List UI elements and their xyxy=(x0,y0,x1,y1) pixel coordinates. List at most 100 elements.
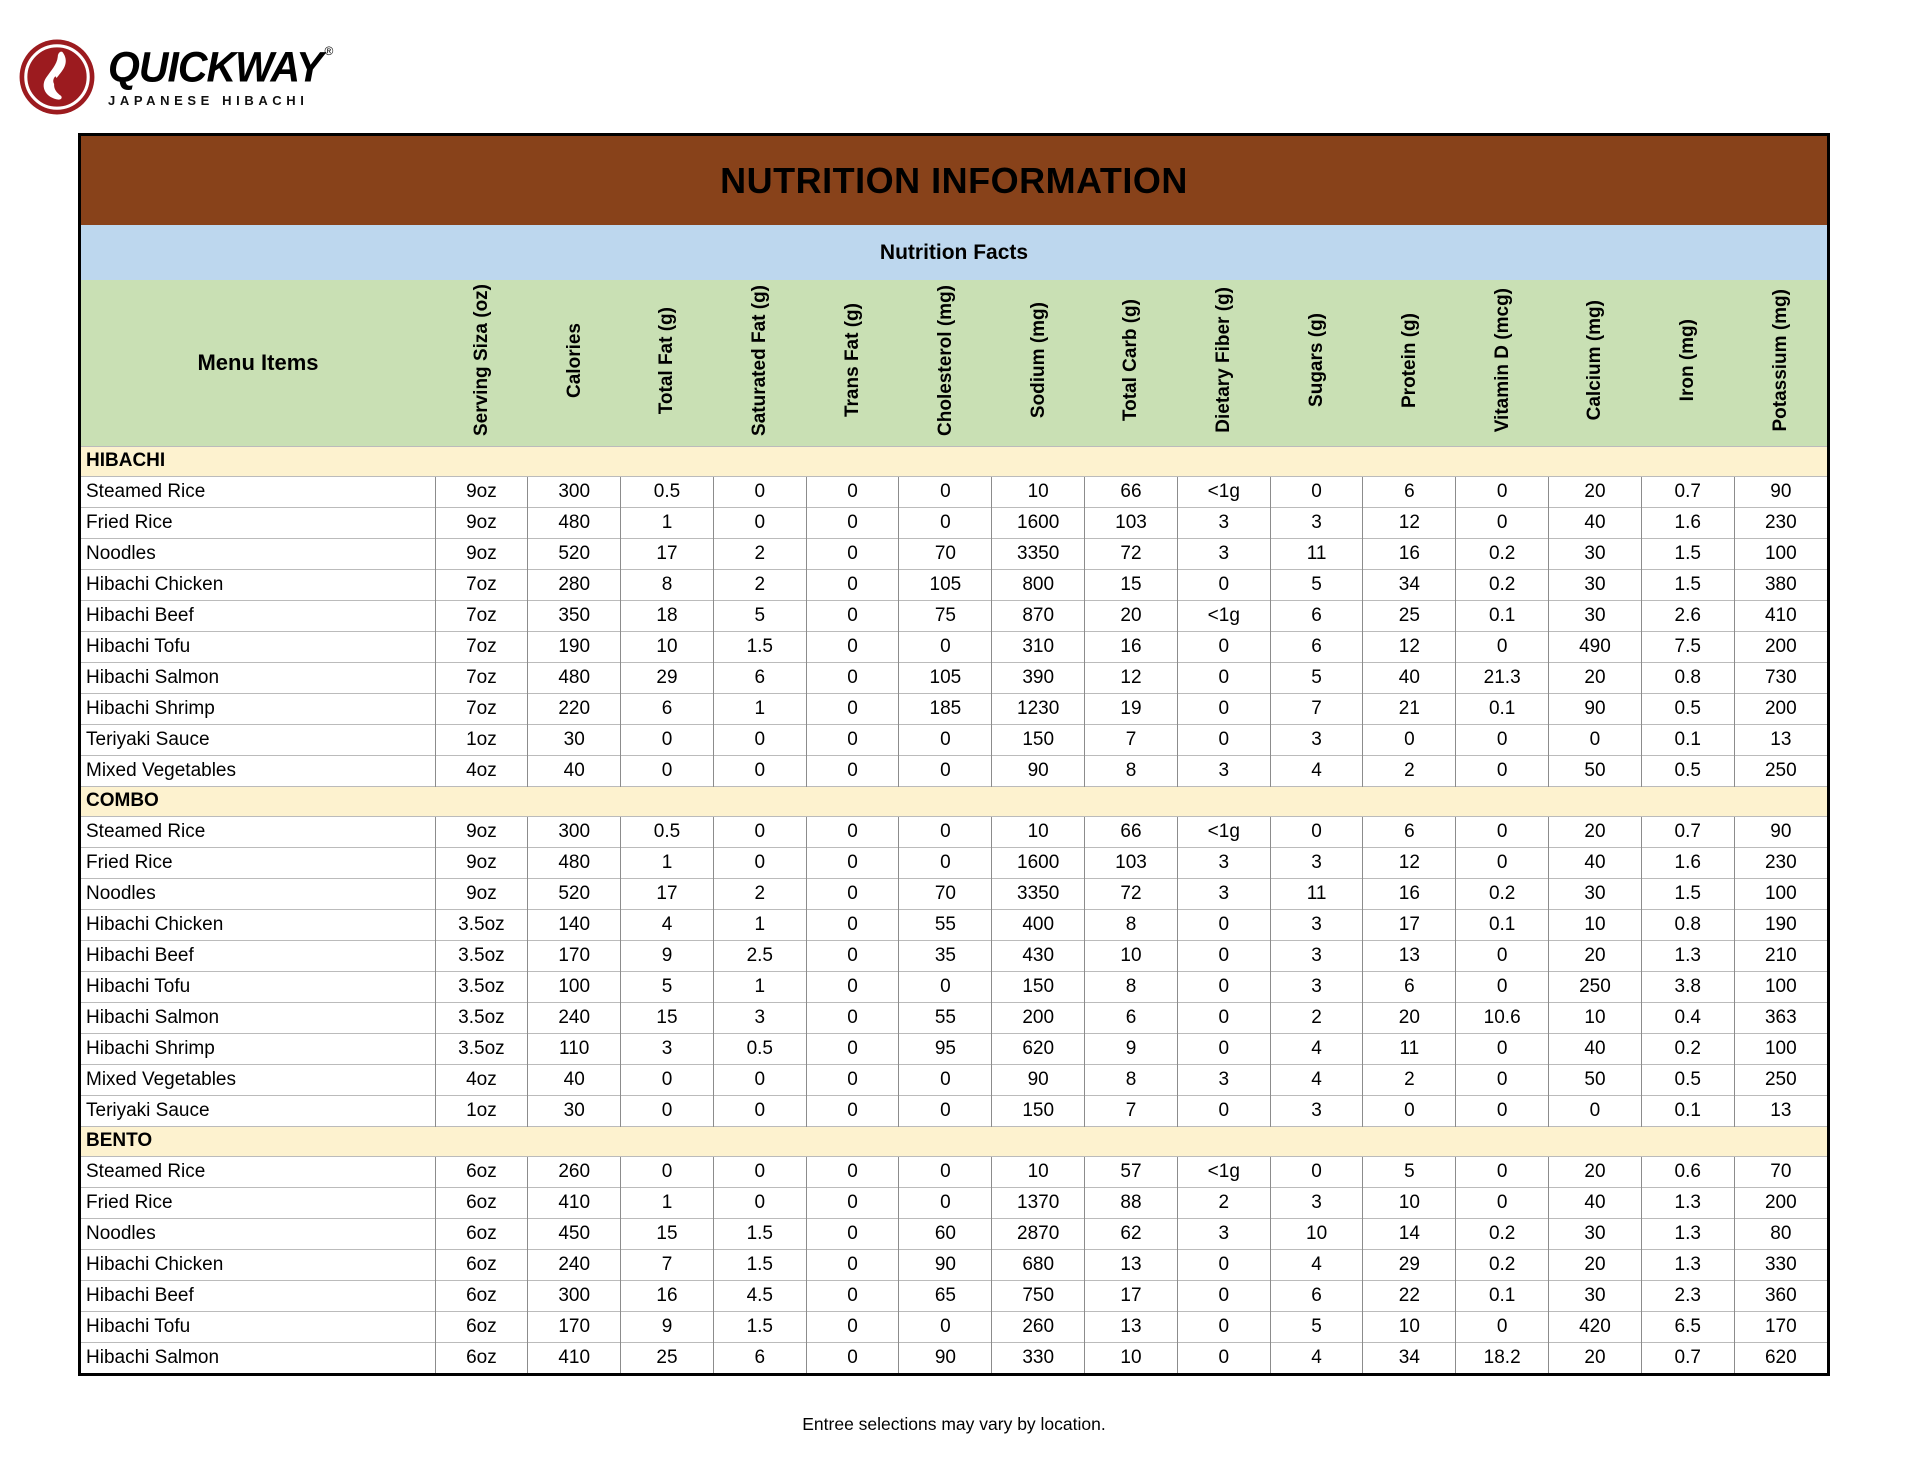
value-cell: 6oz xyxy=(434,1217,528,1249)
value-cell: 6 xyxy=(1084,1001,1178,1033)
value-cell: 4 xyxy=(1269,1063,1363,1095)
menu-item-cell: Hibachi Beef xyxy=(81,599,435,631)
value-cell: 103 xyxy=(1084,846,1178,878)
value-cell: 250 xyxy=(1733,1063,1827,1095)
value-cell: 0 xyxy=(805,1001,899,1033)
value-cell: 6oz xyxy=(434,1248,528,1280)
value-cell: 5 xyxy=(1269,661,1363,693)
menu-item-cell: Teriyaki Sauce xyxy=(81,1094,435,1126)
value-cell: 0 xyxy=(898,1155,992,1187)
page-title: NUTRITION INFORMATION xyxy=(720,159,1188,201)
value-cell: 2 xyxy=(1176,1186,1271,1218)
value-cell: 9oz xyxy=(434,475,528,507)
table-row: Hibachi Chicken 3.5oz 140 4 1 0 55 400 8 0 3 17 0.1 1… xyxy=(81,908,1827,940)
value-cell: 0.5 xyxy=(712,1032,807,1064)
value-cell: 390 xyxy=(991,661,1085,693)
value-cell: 25 xyxy=(1362,599,1456,631)
table-row: Teriyaki Sauce 1oz 30 0 0 0 0 150 7 0 3 0 0 0 0.1 13 xyxy=(81,723,1827,755)
logo-brand-text: QUICKWAY xyxy=(108,42,323,92)
value-cell: 30 xyxy=(1548,877,1642,909)
menu-item-cell: Hibachi Tofu xyxy=(81,1310,435,1342)
value-cell: 20 xyxy=(1362,1001,1456,1033)
value-cell: 250 xyxy=(1548,970,1642,1002)
value-cell: 90 xyxy=(898,1248,992,1280)
column-header: Sugars (g) xyxy=(1270,280,1363,446)
table-row: Hibachi Tofu 3.5oz 100 5 1 0 0 150 8 0 3 6 0 250 3.8 10… xyxy=(81,970,1827,1002)
value-cell: 620 xyxy=(1733,1341,1827,1373)
value-cell: 12 xyxy=(1362,846,1456,878)
table-body: HIBACHI Steamed Rice 9oz 300 0.5 0 0 0 10 66 <1g 0 6… xyxy=(81,445,1827,1373)
table-row: Teriyaki Sauce 1oz 30 0 0 0 0 150 7 0 3 0 0 0 0.1 13 xyxy=(81,1094,1827,1126)
value-cell: 3350 xyxy=(991,877,1085,909)
value-cell: 1600 xyxy=(991,846,1085,878)
value-cell: <1g xyxy=(1176,475,1271,507)
value-cell: 190 xyxy=(1733,908,1827,940)
value-cell: 16 xyxy=(620,1279,714,1311)
value-cell: 1.6 xyxy=(1640,506,1735,538)
table-row: Noodles 6oz 450 15 1.5 0 60 2870 62 3 10 14 0.2 30 1.3… xyxy=(81,1217,1827,1249)
value-cell: 40 xyxy=(1548,1186,1642,1218)
value-cell: 240 xyxy=(527,1248,621,1280)
menu-item-cell: Steamed Rice xyxy=(81,475,435,507)
value-cell: 0.7 xyxy=(1640,1341,1735,1373)
value-cell: 0 xyxy=(1548,723,1642,755)
value-cell: 6 xyxy=(1269,599,1363,631)
value-cell: 3.5oz xyxy=(434,1001,528,1033)
value-cell: 9oz xyxy=(434,877,528,909)
value-cell: 29 xyxy=(620,661,714,693)
value-cell: 0 xyxy=(1176,661,1271,693)
value-cell: 0 xyxy=(712,1063,807,1095)
value-cell: 21.3 xyxy=(1455,661,1549,693)
value-cell: 4 xyxy=(1269,1248,1363,1280)
value-cell: 100 xyxy=(527,970,621,1002)
menu-item-cell: Hibachi Salmon xyxy=(81,661,435,693)
menu-item-cell: Hibachi Shrimp xyxy=(81,1032,435,1064)
value-cell: 3 xyxy=(1176,537,1271,569)
value-cell: 30 xyxy=(1548,599,1642,631)
value-cell: 75 xyxy=(898,599,992,631)
menu-item-cell: Fried Rice xyxy=(81,506,435,538)
value-cell: 0 xyxy=(712,1155,807,1187)
value-cell: 750 xyxy=(991,1279,1085,1311)
value-cell: 0 xyxy=(1455,815,1549,847)
value-cell: 0 xyxy=(620,1063,714,1095)
value-cell: 100 xyxy=(1733,1032,1827,1064)
value-cell: 29 xyxy=(1362,1248,1456,1280)
value-cell: 620 xyxy=(991,1032,1085,1064)
value-cell: 0 xyxy=(1455,1155,1549,1187)
value-cell: 1.3 xyxy=(1640,1248,1735,1280)
value-cell: 0 xyxy=(898,1063,992,1095)
table-row: Hibachi Chicken 6oz 240 7 1.5 0 90 680 13 0 4 29 0.2… xyxy=(81,1248,1827,1280)
value-cell: 7.5 xyxy=(1640,630,1735,662)
value-cell: 19 xyxy=(1084,692,1178,724)
value-cell: 520 xyxy=(527,877,621,909)
value-cell: 10 xyxy=(1269,1217,1363,1249)
value-cell: 3 xyxy=(712,1001,807,1033)
menu-item-cell: Noodles xyxy=(81,1217,435,1249)
value-cell: 185 xyxy=(898,692,992,724)
value-cell: 1 xyxy=(712,970,807,1002)
value-cell: 105 xyxy=(898,568,992,600)
value-cell: 7 xyxy=(1084,723,1178,755)
value-cell: 170 xyxy=(1733,1310,1827,1342)
value-cell: 0 xyxy=(1362,1094,1456,1126)
value-cell: 17 xyxy=(1084,1279,1178,1311)
value-cell: 1.6 xyxy=(1640,846,1735,878)
table-row: Mixed Vegetables 4oz 40 0 0 0 0 90 8 3 4 2 0 50 0.5 250 xyxy=(81,754,1827,786)
value-cell: 250 xyxy=(1733,754,1827,786)
value-cell: 0.1 xyxy=(1455,908,1549,940)
value-cell: 13 xyxy=(1362,939,1456,971)
value-cell: 30 xyxy=(527,1094,621,1126)
value-cell: 0 xyxy=(805,970,899,1002)
value-cell: 0 xyxy=(1548,1094,1642,1126)
value-cell: 0 xyxy=(898,1310,992,1342)
value-cell: 10 xyxy=(620,630,714,662)
value-cell: 380 xyxy=(1733,568,1827,600)
value-cell: 3 xyxy=(1269,723,1363,755)
value-cell: 0 xyxy=(898,846,992,878)
value-cell: 4 xyxy=(1269,1341,1363,1373)
value-cell: 2 xyxy=(712,877,807,909)
value-cell: 1.5 xyxy=(1640,877,1735,909)
table-header: Menu Items Serving Siza (oz) Calories Tota… xyxy=(81,280,1827,446)
value-cell: 8 xyxy=(1084,908,1178,940)
